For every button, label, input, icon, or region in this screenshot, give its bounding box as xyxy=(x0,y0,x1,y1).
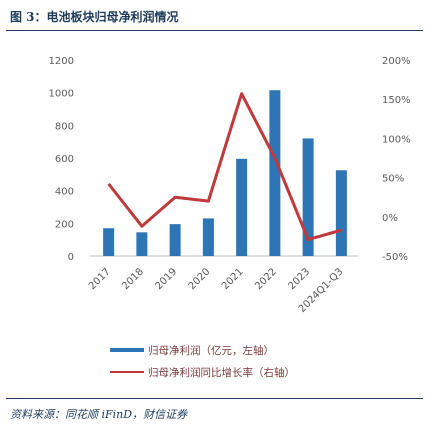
legend-item-line: 归母净利润同比增长率（右轴） xyxy=(110,361,295,383)
bar xyxy=(302,138,314,256)
right-tick-label: 200% xyxy=(382,56,411,67)
x-tick-label: 2023 xyxy=(286,266,312,292)
legend-item-bar: 归母净利润（亿元，左轴） xyxy=(110,339,295,361)
x-tick-label: 2022 xyxy=(253,266,279,292)
right-tick-label: 150% xyxy=(382,95,411,106)
left-tick-label: 1200 xyxy=(49,56,74,67)
left-tick-label: 800 xyxy=(55,121,74,132)
x-tick-label: 2019 xyxy=(153,266,179,292)
right-axis: -50% 0% 50% 100% 150% 200% xyxy=(382,56,411,263)
left-tick-label: 1000 xyxy=(49,89,74,100)
legend-swatch-line xyxy=(110,371,144,373)
bar xyxy=(236,158,248,256)
right-tick-label: 50% xyxy=(382,174,404,185)
x-tick-label: 2020 xyxy=(187,266,213,292)
legend-swatch-bar xyxy=(110,348,144,352)
growth-line xyxy=(107,92,342,242)
x-tick-label: 2017 xyxy=(87,266,113,292)
right-tick-label: -50% xyxy=(382,252,408,263)
right-tick-label: 100% xyxy=(382,134,411,145)
legend: 归母净利润（亿元，左轴） 归母净利润同比增长率（右轴） xyxy=(110,339,295,383)
left-tick-label: 600 xyxy=(55,154,74,165)
bar xyxy=(169,224,181,256)
left-tick-label: 0 xyxy=(68,252,74,263)
line-series xyxy=(107,92,342,242)
source-note: 资料来源：同花顺 iFinD，财信证券 xyxy=(10,408,188,421)
legend-label-bar: 归母净利润（亿元，左轴） xyxy=(148,344,274,357)
bar xyxy=(136,232,148,256)
bar-series xyxy=(103,90,347,256)
source-divider xyxy=(6,398,423,399)
bar xyxy=(202,218,214,256)
x-tick-label: 2021 xyxy=(220,266,246,292)
left-tick-label: 400 xyxy=(55,187,74,198)
bar xyxy=(335,170,347,256)
right-tick-label: 0% xyxy=(382,213,398,224)
figure-title: 图 3：电池板块归母净利润情况 xyxy=(10,10,179,24)
chart-area: 0 200 400 600 800 1000 1200 -50% 0% 50% 100% 150% 2… xyxy=(49,56,411,315)
title-divider xyxy=(6,30,423,31)
left-tick-label: 200 xyxy=(55,219,74,230)
legend-label-line: 归母净利润同比增长率（右轴） xyxy=(148,366,295,379)
x-tick-label: 2018 xyxy=(120,266,146,292)
bar xyxy=(269,90,281,256)
left-axis: 0 200 400 600 800 1000 1200 xyxy=(49,56,74,263)
bar xyxy=(103,228,115,256)
